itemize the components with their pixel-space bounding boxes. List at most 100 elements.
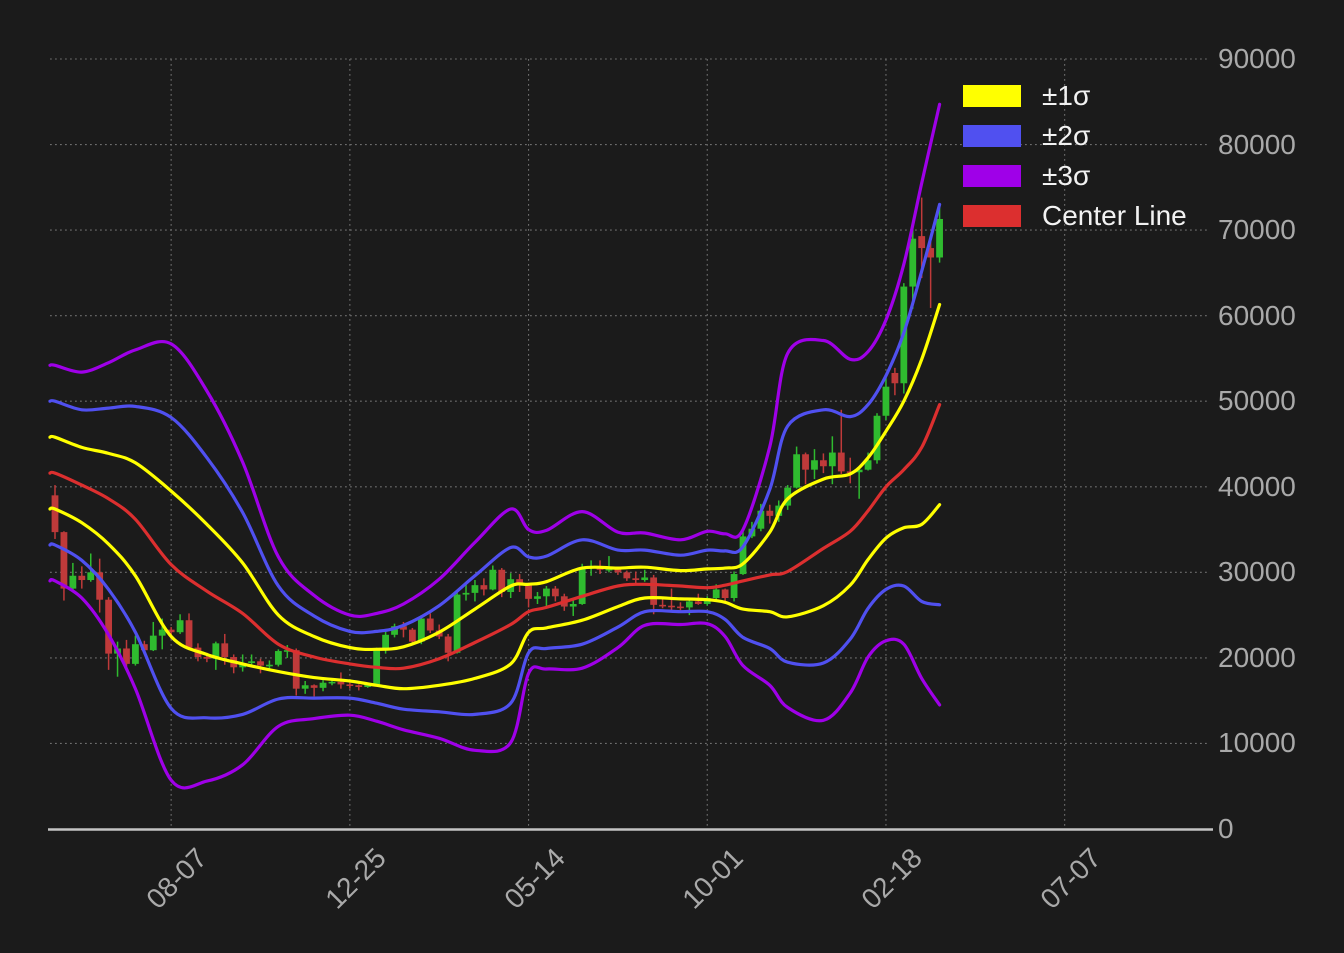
y-tick-label: 60000 (1218, 299, 1296, 331)
candle-body (730, 574, 738, 598)
candle-body (614, 568, 622, 573)
band-plus-3-sigma (48, 102, 942, 618)
candle-body (149, 635, 157, 651)
legend-item-center-line: Center Line (963, 196, 1187, 236)
legend-swatch-center-line (963, 205, 1021, 227)
candle-body (721, 589, 729, 598)
band-plus-2-sigma (48, 202, 942, 635)
candle-body (462, 592, 470, 595)
candle-body (212, 643, 220, 659)
legend-item-sigma1: ±1σ (963, 76, 1187, 116)
candle-body (132, 644, 139, 664)
candle-body (409, 629, 416, 642)
legend-label-center-line: Center Line (1042, 200, 1187, 231)
candle-body (123, 648, 130, 664)
y-tick-label: 70000 (1218, 214, 1296, 246)
legend-item-sigma2: ±2σ (963, 116, 1187, 156)
candle-body (927, 248, 935, 258)
candle-body (534, 596, 541, 599)
candle-body (632, 578, 640, 581)
candle-body (882, 386, 890, 416)
candle-body (319, 682, 327, 688)
candle-body (891, 372, 899, 384)
candle-body (837, 452, 845, 472)
center-line (48, 403, 942, 671)
candle-body (739, 536, 747, 575)
candle-body (489, 569, 497, 590)
candles (51, 197, 943, 697)
candle-body (301, 685, 309, 689)
candle-body (936, 218, 943, 258)
candle-body (60, 532, 68, 589)
candle-body (140, 644, 148, 651)
candle-body (864, 460, 872, 470)
candle-body (480, 585, 488, 590)
candle-body (525, 583, 532, 599)
candle-body (453, 594, 461, 653)
candle-body (274, 651, 282, 665)
legend-label-sigma2: ±2σ (1042, 120, 1091, 151)
band-plus-1-sigma (48, 302, 942, 652)
candle-body (69, 575, 77, 589)
candle-body (578, 568, 586, 604)
candle-body (650, 577, 658, 605)
candle-body (757, 510, 765, 529)
legend-swatch-sigma2 (963, 125, 1021, 147)
y-tick-label: 30000 (1218, 556, 1296, 588)
candle-body (176, 620, 184, 633)
candle-body (221, 643, 229, 658)
candle-body (105, 599, 113, 654)
candle-body (641, 577, 649, 581)
candle-body (257, 661, 264, 666)
candle-body (283, 650, 291, 652)
candle-body (543, 588, 550, 597)
candle-body (382, 634, 389, 651)
legend: ±1σ ±2σ ±3σ Center Line (963, 76, 1187, 236)
y-tick-label: 40000 (1218, 470, 1296, 502)
legend-label-sigma3: ±3σ (1042, 160, 1091, 191)
candle-body (793, 454, 801, 488)
candle-body (685, 601, 693, 608)
candle-body (551, 588, 559, 597)
candle-body (364, 684, 372, 687)
candle-body (820, 460, 827, 467)
candle-body (346, 684, 354, 687)
candle-body (417, 618, 425, 642)
candle-body (337, 681, 345, 685)
candle-body (310, 685, 318, 688)
y-tick-label: 20000 (1218, 641, 1296, 673)
y-tick-label: 10000 (1218, 727, 1296, 759)
candle-body (248, 661, 255, 664)
candle-body (328, 681, 336, 684)
candle-body (677, 606, 684, 609)
candle-body (498, 569, 506, 593)
candle-body (203, 657, 211, 659)
candle-body (185, 620, 193, 648)
candle-body (167, 629, 175, 633)
candle-body (855, 469, 863, 473)
legend-swatch-sigma3 (963, 165, 1021, 187)
candle-body (516, 579, 524, 584)
candle-body (668, 605, 675, 608)
y-tick-label: 50000 (1218, 385, 1296, 417)
y-tick-label: 90000 (1218, 43, 1296, 74)
band-minus-3-sigma (48, 578, 942, 790)
candle-body (659, 604, 666, 607)
candle-body (605, 568, 613, 571)
sigma-bands (48, 102, 942, 790)
candle-body (471, 585, 479, 593)
legend-label-sigma1: ±1σ (1042, 80, 1091, 111)
candle-body (292, 650, 300, 689)
legend-item-sigma3: ±3σ (963, 156, 1187, 196)
candle-body (400, 626, 407, 630)
candle-body (266, 664, 273, 667)
candle-body (873, 415, 881, 461)
candle-body (828, 452, 836, 467)
candle-body (96, 572, 104, 600)
candle-body (78, 575, 86, 581)
candle-body (802, 454, 809, 470)
candle-body (811, 460, 818, 470)
candle-body (766, 510, 774, 516)
candle-body (569, 603, 577, 607)
